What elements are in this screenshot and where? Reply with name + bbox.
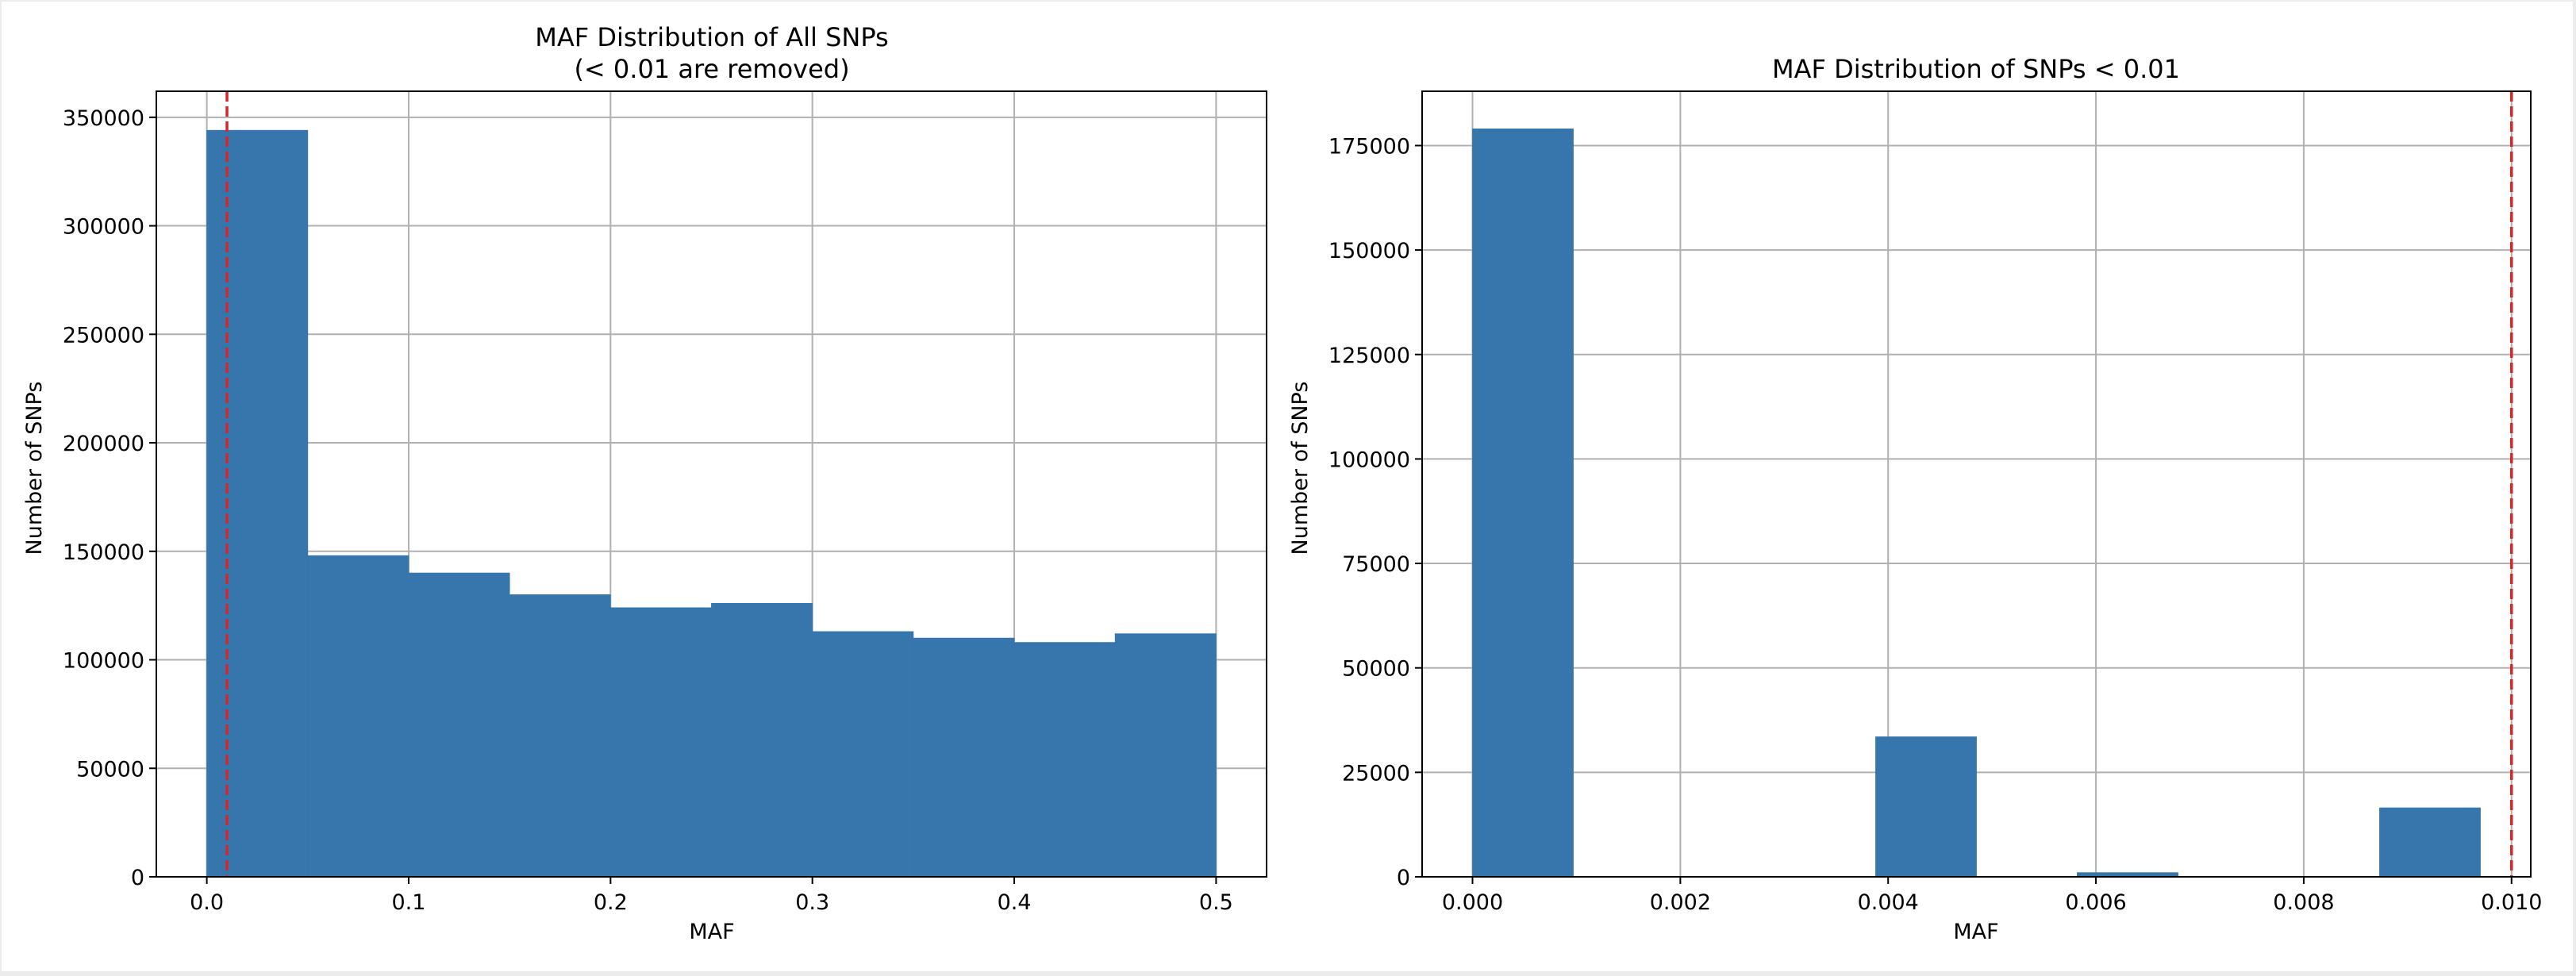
bars <box>206 129 1217 878</box>
chart-title: MAF Distribution of All SNPs <box>535 22 888 52</box>
bar <box>1875 736 1977 878</box>
y-ticks: 0 25000 50000 75000 100000 125000 150000 175000 <box>1328 134 1422 890</box>
x-tick-label: 0.0 <box>190 890 224 915</box>
x-tick-label: 0.006 <box>2065 890 2126 915</box>
x-tick-label: 0.3 <box>795 890 829 915</box>
x-tick-label: 0.1 <box>391 890 425 915</box>
y-axis-label: Number of SNPs <box>22 382 47 555</box>
y-tick-label: 0 <box>1397 866 1410 890</box>
y-tick-label: 350000 <box>63 106 144 131</box>
bar <box>1013 642 1116 878</box>
x-tick-label: 0.2 <box>594 890 628 915</box>
x-ticks: 0.000 0.002 0.004 0.006 0.008 0.010 <box>1442 877 2542 915</box>
bar <box>812 631 914 878</box>
y-tick-label: 100000 <box>63 649 144 674</box>
bar <box>408 572 510 878</box>
bar <box>206 129 309 878</box>
chart-title: MAF Distribution of SNPs < 0.01 <box>1772 54 2180 84</box>
bar <box>2379 807 2481 878</box>
x-axis-label: MAF <box>689 920 734 944</box>
bars <box>1472 128 2481 878</box>
x-tick-label: 0.002 <box>1650 890 1711 915</box>
y-tick-label: 300000 <box>63 215 144 240</box>
y-tick-label: 200000 <box>63 432 144 456</box>
y-tick-label: 25000 <box>1342 761 1410 786</box>
bar <box>1472 128 1574 878</box>
y-tick-label: 50000 <box>76 757 144 782</box>
chart-subtitle: (< 0.01 are removed) <box>574 54 849 84</box>
y-tick-label: 50000 <box>1342 657 1410 682</box>
x-tick-label: 0.5 <box>1199 890 1233 915</box>
y-tick-label: 75000 <box>1342 552 1410 577</box>
x-axis-label: MAF <box>1953 920 1998 944</box>
y-tick-label: 100000 <box>1328 448 1410 472</box>
y-tick-label: 250000 <box>63 323 144 348</box>
x-tick-label: 0.4 <box>998 890 1032 915</box>
y-tick-label: 175000 <box>1328 134 1410 159</box>
y-tick-label: 125000 <box>1328 344 1410 368</box>
bar <box>711 603 813 878</box>
x-tick-label: 0.000 <box>1442 890 1503 915</box>
bar <box>307 555 409 878</box>
histogram-all-snps: MAF Distribution of All SNPs (< 0.01 are… <box>22 22 1267 944</box>
bar <box>1114 633 1217 878</box>
axes-frame <box>156 90 1267 878</box>
y-tick-label: 150000 <box>63 540 144 565</box>
x-tick-label: 0.004 <box>1858 890 1919 915</box>
axes-frame <box>1421 90 2532 878</box>
y-tick-label: 0 <box>131 866 144 890</box>
x-ticks: 0.0 0.1 0.2 0.3 0.4 0.5 <box>190 877 1233 915</box>
y-axis-label: Number of SNPs <box>1288 382 1313 555</box>
x-tick-label: 0.010 <box>2481 890 2542 915</box>
x-tick-label: 0.008 <box>2273 890 2334 915</box>
y-ticks: 0 50000 100000 150000 200000 250000 300000 3500… <box>63 106 156 890</box>
bar <box>609 607 712 878</box>
bar <box>913 637 1015 878</box>
histogram-rare-snps: MAF Distribution of SNPs < 0.01 0.000 0.0… <box>1288 54 2542 944</box>
y-tick-label: 150000 <box>1328 239 1410 263</box>
bar <box>509 594 611 878</box>
